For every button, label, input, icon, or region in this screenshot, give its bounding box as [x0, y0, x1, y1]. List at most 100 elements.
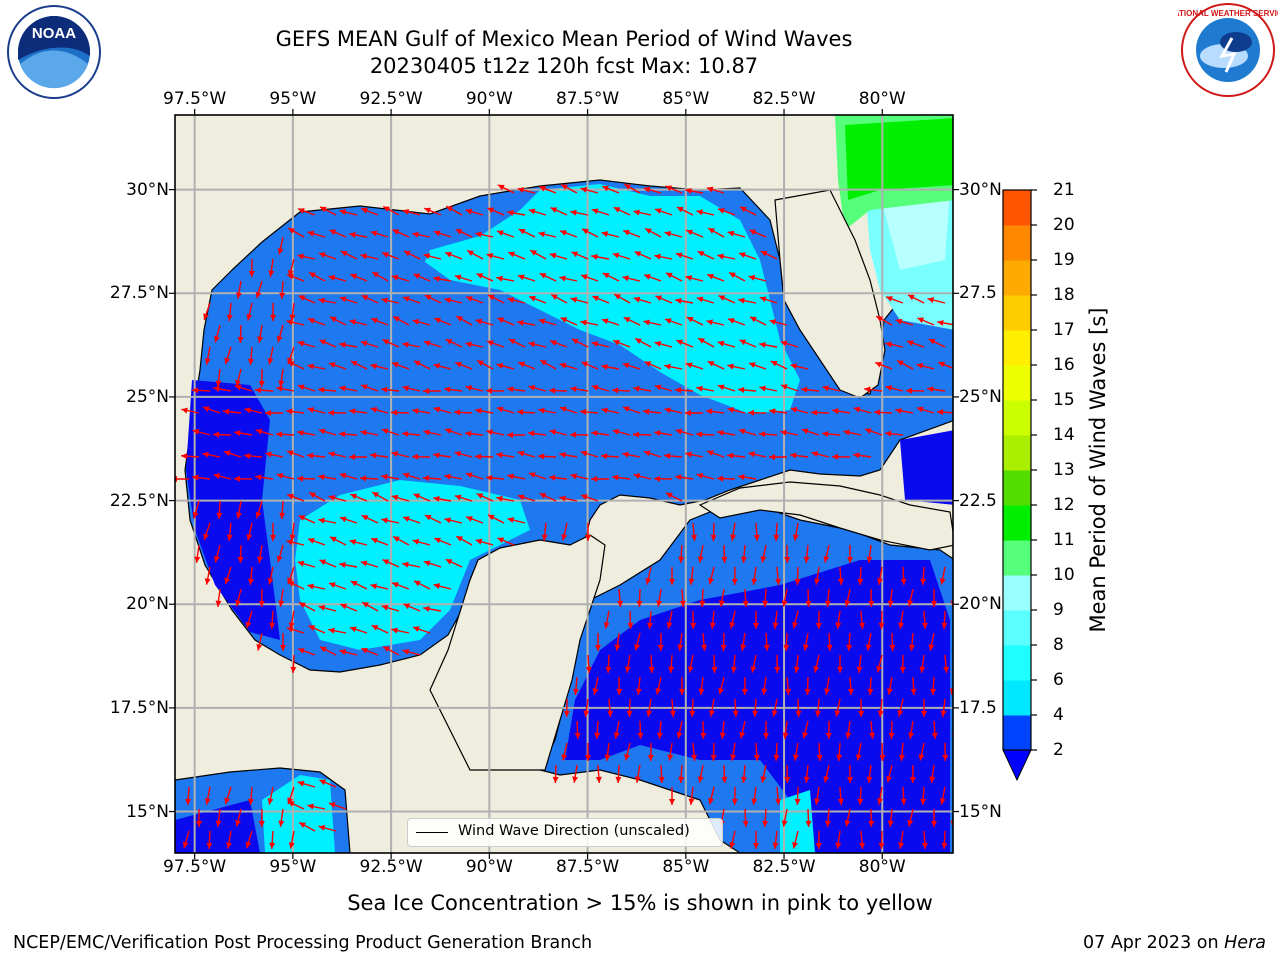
wave-direction-arrowhead	[402, 561, 409, 568]
wave-direction-arrowhead	[203, 533, 209, 541]
colorbar-segment	[1003, 715, 1031, 751]
wave-direction-arrowhead	[889, 644, 896, 651]
wave-direction-arrowhead	[517, 494, 525, 501]
wave-direction-arrowhead	[257, 336, 264, 343]
wave-direction-arrowhead	[627, 622, 634, 629]
wave-direction-arrowhead	[742, 600, 749, 607]
wave-direction-arrowhead	[466, 516, 473, 522]
wave-direction-arrowhead	[475, 231, 482, 238]
wave-direction-arrowhead	[801, 428, 809, 435]
wave-direction-arrowhead	[538, 453, 545, 460]
wave-direction-arrowhead	[234, 384, 242, 391]
wave-direction-arrowhead	[580, 319, 587, 326]
wave-direction-arrowhead	[206, 842, 213, 849]
wave-direction-arrowhead	[738, 252, 746, 258]
wave-direction-arrowhead	[286, 319, 293, 326]
wave-direction-arrowhead	[940, 710, 947, 717]
wave-direction-arrowhead	[717, 475, 724, 482]
wave-direction-arrowhead	[739, 339, 747, 346]
wave-direction-arrowhead	[602, 185, 609, 192]
colorbar-segment	[1003, 680, 1031, 716]
wave-direction-arrowhead	[328, 451, 335, 458]
wave-direction-arrowhead	[297, 340, 305, 347]
nws-logo: NATIONAL WEATHER SERVICE	[1178, 3, 1278, 97]
wave-direction-arrowhead	[906, 340, 914, 346]
wave-direction-arrowhead	[412, 408, 419, 415]
wave-direction-arrowhead	[675, 297, 682, 304]
wave-direction-arrowhead	[760, 251, 768, 257]
wave-direction-arrowhead	[340, 251, 348, 257]
wave-direction-arrowhead	[801, 386, 808, 393]
wave-direction-arrowhead	[696, 385, 703, 392]
wave-direction-arrowhead	[601, 407, 608, 414]
wave-direction-arrowhead	[824, 820, 831, 827]
wave-direction-arrowhead	[496, 230, 504, 236]
wave-direction-arrowhead	[857, 798, 864, 805]
wave-direction-arrowhead	[465, 385, 473, 392]
wave-direction-arrowhead	[769, 319, 777, 326]
wave-direction-arrowhead	[361, 295, 369, 301]
wave-direction-arrowhead	[749, 316, 757, 323]
wave-direction-arrowhead	[402, 296, 410, 302]
wave-direction-arrowhead	[895, 407, 902, 414]
wave-direction-arrowhead	[679, 689, 685, 695]
wave-direction-arrowhead	[595, 645, 601, 651]
wave-direction-arrowhead	[413, 493, 421, 500]
wave-direction-arrowhead	[433, 495, 440, 502]
wave-direction-arrowhead	[708, 710, 715, 717]
wave-direction-arrowhead	[258, 820, 265, 827]
wave-direction-arrowhead	[423, 340, 431, 347]
wave-direction-arrowhead	[192, 387, 199, 394]
wave-direction-arrowhead	[467, 250, 474, 257]
wave-direction-arrowhead	[920, 798, 927, 805]
colorbar-segment	[1003, 295, 1031, 331]
wave-direction-arrowhead	[202, 406, 210, 412]
wave-direction-arrowhead	[592, 688, 599, 695]
wave-direction-arrowhead	[727, 452, 734, 459]
wave-direction-arrowhead	[741, 688, 748, 695]
wave-direction-arrowhead	[445, 251, 452, 258]
wave-direction-arrowhead	[780, 340, 788, 347]
wave-direction-arrowhead	[307, 803, 314, 810]
wave-direction-arrowhead	[360, 475, 367, 482]
wave-direction-arrowhead	[585, 666, 592, 673]
wave-direction-arrowhead	[192, 474, 199, 481]
wave-direction-arrowhead	[246, 534, 253, 541]
wave-direction-arrowhead	[824, 600, 831, 607]
wave-direction-arrowhead	[867, 688, 874, 695]
wave-direction-arrowhead	[248, 270, 255, 277]
colorbar-tick-label: 21	[1053, 180, 1075, 200]
wave-direction-arrowhead	[245, 621, 252, 629]
lat-tick-label-right: 25°N	[959, 386, 1002, 407]
wave-direction-arrowhead	[813, 666, 820, 673]
wave-direction-arrowhead	[907, 294, 915, 301]
wave-direction-arrowhead	[832, 408, 839, 415]
wave-direction-arrowhead	[318, 517, 325, 524]
wave-direction-arrowhead	[719, 732, 726, 739]
wave-direction-arrowhead	[847, 557, 853, 563]
wave-direction-arrowhead	[710, 534, 717, 541]
wave-direction-arrowhead	[866, 556, 873, 563]
wave-direction-arrowhead	[383, 206, 390, 213]
wave-direction-arrowhead	[835, 622, 842, 629]
wave-direction-arrowhead	[412, 538, 420, 545]
wave-direction-arrowhead	[339, 209, 347, 216]
wave-direction-arrowhead	[711, 666, 718, 673]
wave-direction-arrowhead	[339, 296, 347, 303]
wave-direction-arrowhead	[853, 452, 860, 459]
wave-direction-arrowhead	[423, 388, 429, 394]
wave-direction-arrowhead	[192, 428, 200, 435]
wave-direction-arrowhead	[402, 516, 410, 522]
wave-direction-arrowhead	[585, 535, 591, 541]
wave-direction-arrowhead	[561, 534, 568, 541]
wave-direction-arrowhead	[349, 231, 356, 238]
wind-wave-direction-arrows	[175, 183, 953, 850]
wave-direction-arrowhead	[216, 512, 223, 519]
wave-direction-arrowhead	[688, 578, 695, 585]
wave-direction-arrowhead	[370, 406, 378, 413]
wave-direction-arrowhead	[517, 450, 525, 457]
wave-direction-arrowhead	[539, 185, 546, 192]
wave-direction-arrowhead	[203, 313, 209, 321]
wave-direction-arrowhead	[307, 583, 314, 590]
wave-direction-arrowhead	[255, 511, 262, 519]
